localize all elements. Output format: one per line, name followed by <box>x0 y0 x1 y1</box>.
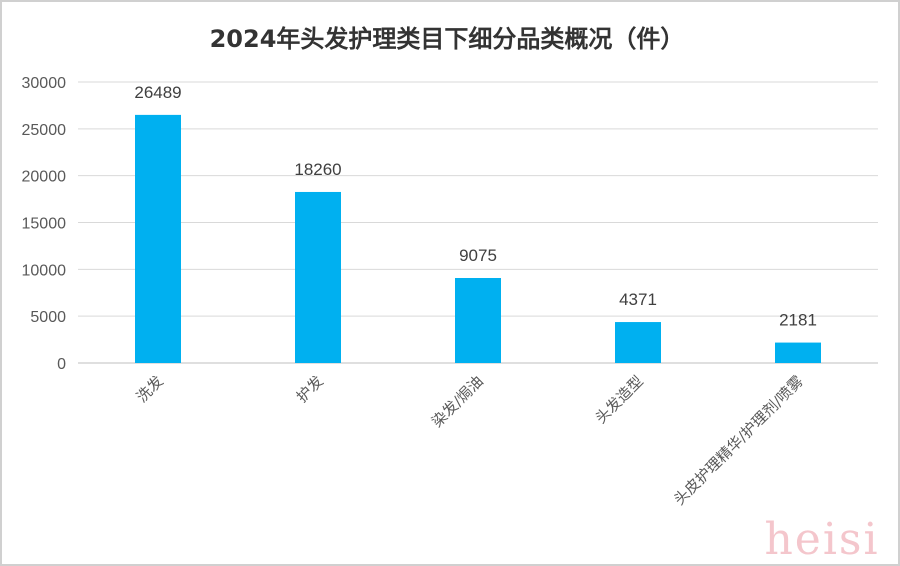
y-tick-label: 0 <box>57 356 66 373</box>
x-tick-label: 头发造型 <box>592 372 647 427</box>
y-tick-label: 5000 <box>30 309 66 326</box>
chart-title: 2024年头发护理类目下细分品类概况（件） <box>210 25 685 53</box>
watermark: heisi <box>764 514 879 565</box>
data-label: 4371 <box>619 290 657 309</box>
y-tick-label: 25000 <box>22 122 67 139</box>
x-tick-label: 护发 <box>293 372 327 406</box>
x-tick-label: 洗发 <box>133 372 167 406</box>
x-tick-label: 染发/焗油 <box>428 372 487 431</box>
bar <box>295 191 341 363</box>
y-tick-label: 30000 <box>22 75 67 92</box>
y-tick-label: 20000 <box>22 169 67 186</box>
y-tick-label: 15000 <box>22 216 67 233</box>
bar <box>135 114 181 363</box>
data-label: 26489 <box>134 83 181 102</box>
bar <box>615 322 661 363</box>
x-tick-label: 头皮护理精华/护理剂/喷雾 <box>670 372 807 509</box>
bar <box>775 342 821 363</box>
data-label: 2181 <box>779 311 817 330</box>
bar <box>455 277 501 363</box>
data-label: 9075 <box>459 246 497 265</box>
data-label: 18260 <box>294 160 341 179</box>
y-tick-label: 10000 <box>22 262 67 279</box>
